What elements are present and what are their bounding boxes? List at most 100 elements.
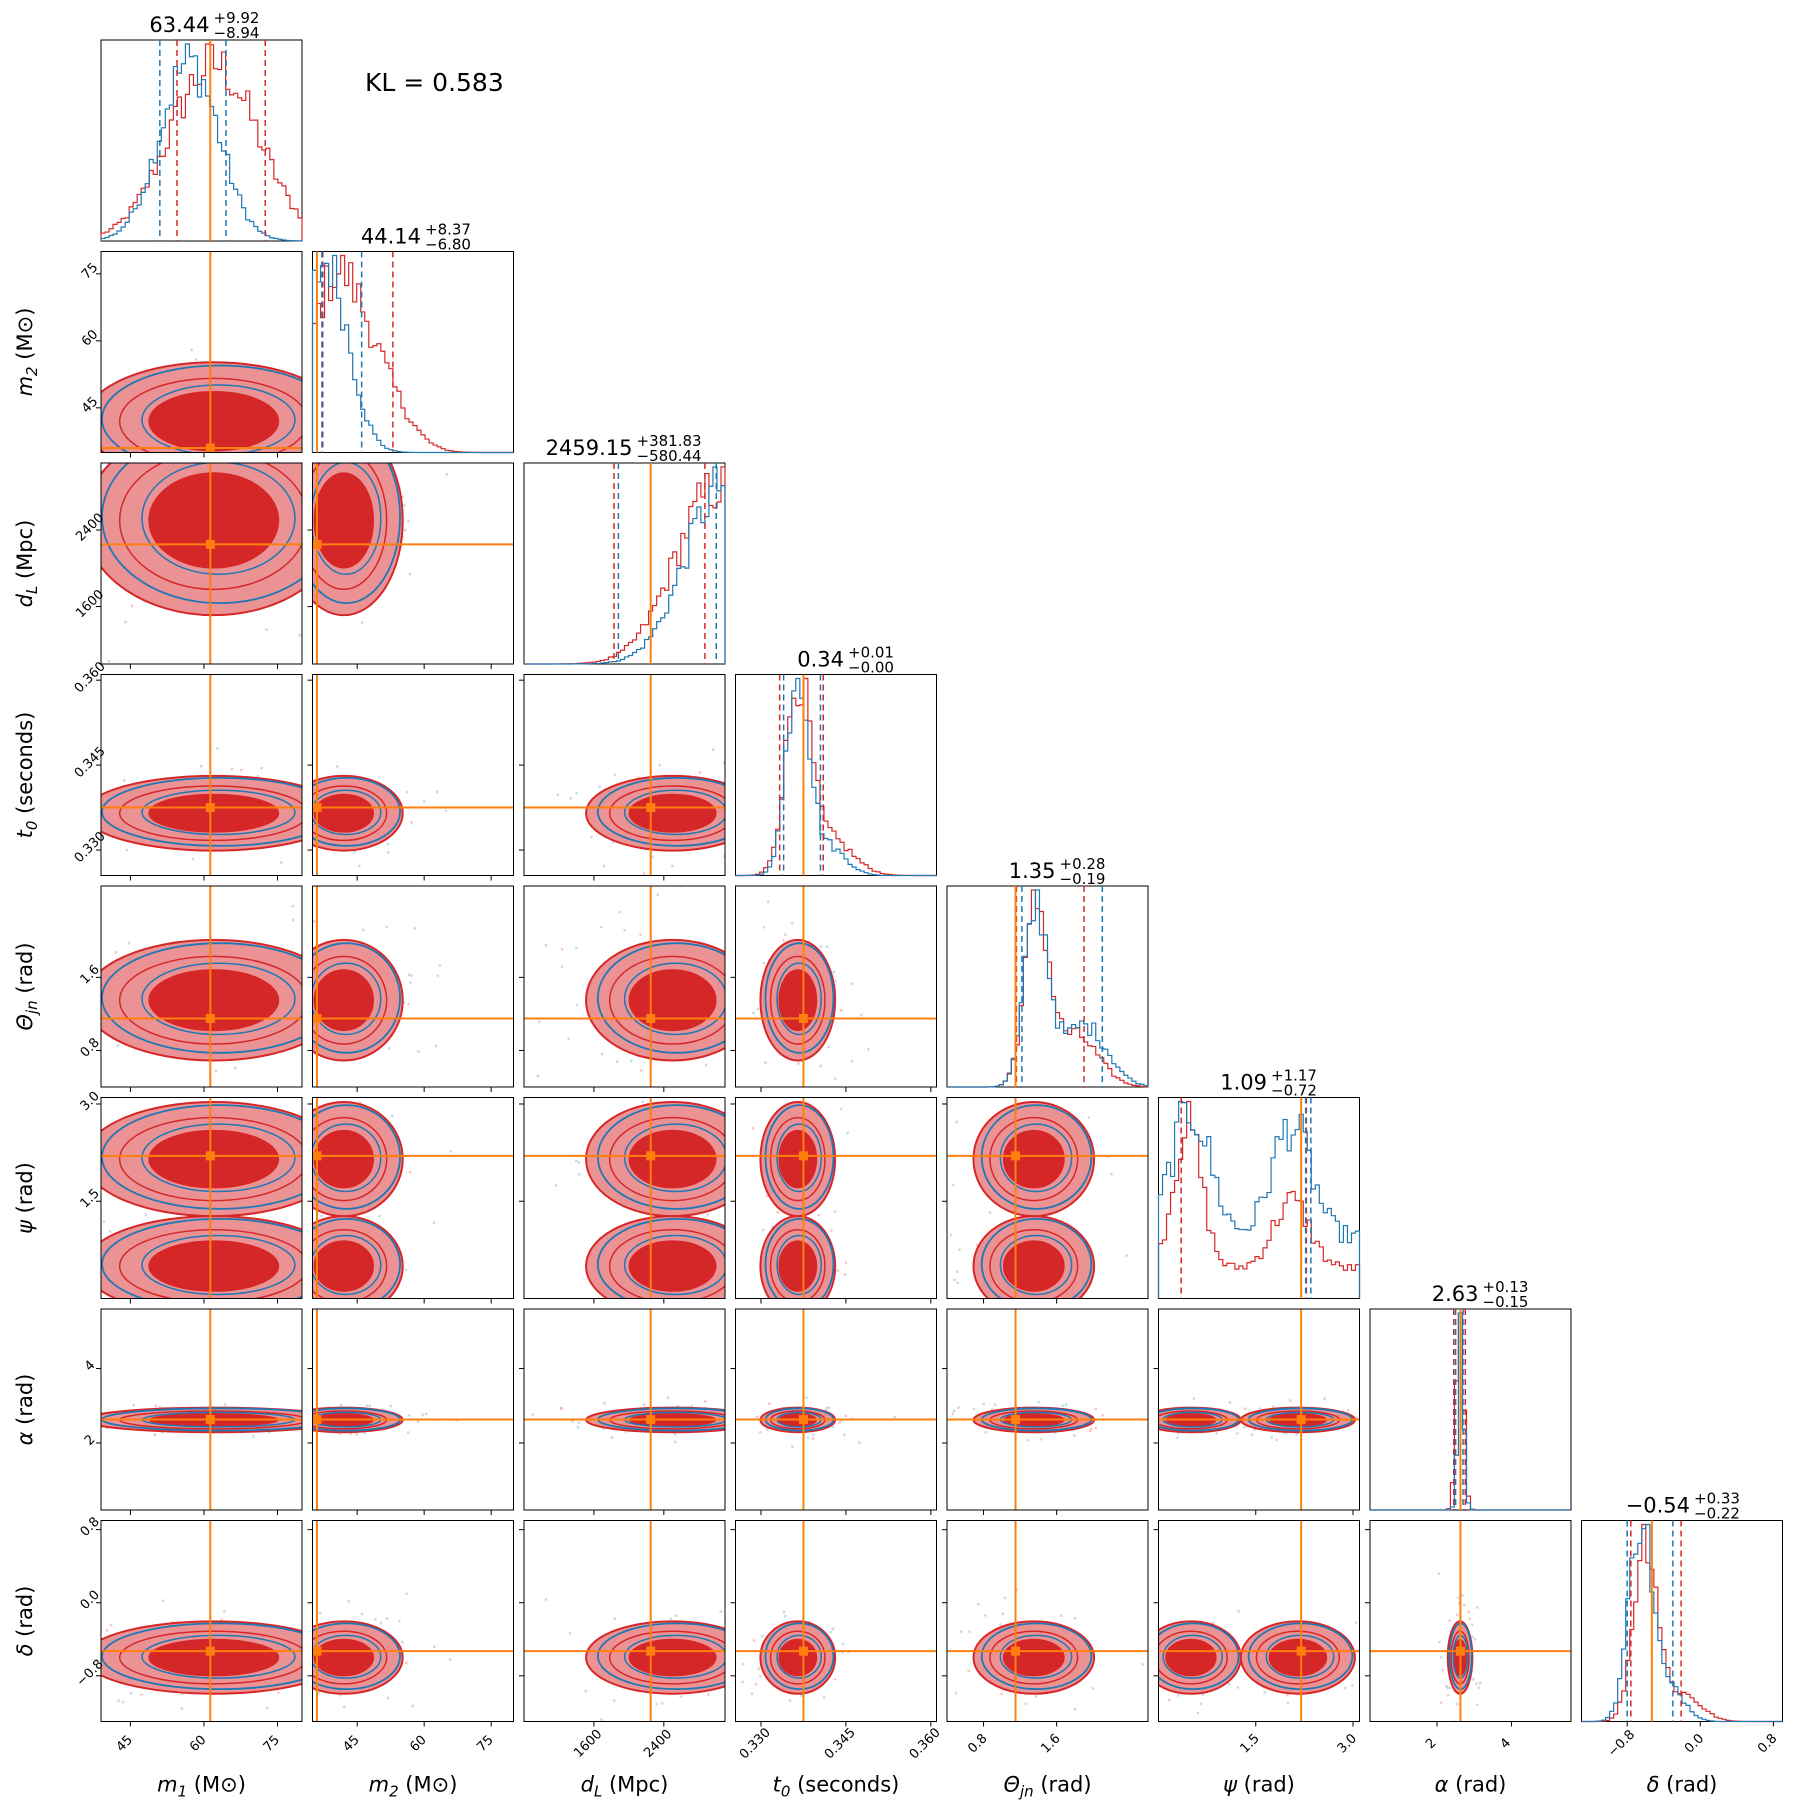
scatter-blue-point bbox=[409, 980, 412, 984]
x-tick-label: 3.0 bbox=[1335, 1731, 1360, 1756]
scatter-red-point bbox=[339, 1403, 343, 1407]
y-tick-label: 0.8 bbox=[78, 1035, 103, 1060]
scatter-blue-point bbox=[831, 1425, 835, 1429]
scatter-red-point bbox=[787, 1300, 790, 1303]
scatter-blue-point bbox=[74, 381, 77, 384]
truth-marker bbox=[1011, 1151, 1021, 1161]
scatter-red-point bbox=[764, 1061, 767, 1064]
truth-marker bbox=[205, 1013, 215, 1023]
scatter-blue-point bbox=[1072, 1434, 1076, 1437]
panel-frame bbox=[100, 674, 303, 876]
scatter-blue-point bbox=[846, 1131, 850, 1135]
scatter-red-point bbox=[1456, 1702, 1459, 1706]
contour-blue-inner bbox=[1265, 1634, 1335, 1679]
scatter-red-point bbox=[860, 1013, 863, 1017]
panel-thetajn-vs-m2 bbox=[307, 885, 514, 1092]
scatter-red-point bbox=[307, 1428, 310, 1431]
scatter-blue-point bbox=[1475, 1682, 1478, 1686]
y-axis-label: α (rad) bbox=[13, 1374, 37, 1446]
hist-title-value: 2459.15 bbox=[546, 436, 633, 460]
panel-delta-vs-m2 bbox=[307, 1520, 514, 1727]
scatter-blue-point bbox=[406, 1431, 410, 1434]
truth-marker bbox=[312, 539, 322, 549]
contour-red-inner bbox=[148, 472, 280, 569]
x-tick-label: 60 bbox=[187, 1733, 209, 1755]
scatter-blue-point bbox=[673, 1433, 677, 1436]
scatter-blue-point bbox=[50, 1666, 53, 1669]
contour-blue-outer bbox=[101, 1217, 302, 1299]
scatter-blue-point bbox=[784, 933, 787, 937]
scatter-blue-point bbox=[421, 1413, 425, 1417]
scatter-blue-point bbox=[1471, 1677, 1475, 1681]
scatter-red-point bbox=[105, 1629, 109, 1632]
scatter-blue-point bbox=[347, 1599, 350, 1603]
hist-panel-m1: 63.44 +9.92−8.94 bbox=[100, 9, 303, 242]
contour-blue-inner bbox=[312, 1123, 382, 1193]
scatter-red-point bbox=[690, 1404, 694, 1408]
scatter-red-point bbox=[728, 983, 731, 986]
scatter-blue-point bbox=[74, 1688, 77, 1691]
contour-blue-inner bbox=[141, 1123, 296, 1193]
hist-panel-t0: 0.34 +0.01−0.00 bbox=[734, 644, 938, 877]
scatter-red-point bbox=[656, 893, 660, 897]
scatter-red-point bbox=[303, 1209, 306, 1212]
scatter-blue-point bbox=[386, 842, 390, 846]
scatter-blue-point bbox=[568, 1631, 572, 1635]
scatter-blue-point bbox=[1236, 1685, 1240, 1689]
contour-blue-outer bbox=[980, 1622, 1093, 1691]
scatter-blue-point bbox=[730, 772, 733, 775]
scatter-red-point bbox=[560, 1407, 564, 1410]
scatter-blue-point bbox=[1263, 1690, 1267, 1694]
scatter-red-point bbox=[245, 459, 248, 462]
scatter-blue-point bbox=[758, 1675, 762, 1678]
scatter-red-point bbox=[790, 1445, 794, 1448]
truth-marker bbox=[205, 1646, 215, 1656]
scatter-blue-point bbox=[377, 1214, 381, 1218]
scatter-red-point bbox=[287, 454, 290, 457]
x-axis-label: α (rad) bbox=[1435, 1773, 1507, 1797]
contour-red-inner bbox=[628, 1129, 717, 1189]
contour-blue-inner bbox=[141, 962, 296, 1036]
scatter-blue-point bbox=[1026, 1438, 1030, 1442]
panel-psi-vs-t0 bbox=[730, 1097, 937, 1304]
contour-red-inner bbox=[148, 1240, 280, 1292]
truth-marker bbox=[646, 1415, 656, 1425]
contour-blue-inner bbox=[623, 1123, 725, 1193]
scatter-red-point bbox=[1462, 1603, 1466, 1607]
scatter-red-point bbox=[571, 1420, 574, 1423]
scatter-red-point bbox=[976, 1602, 980, 1606]
scatter-red-point bbox=[161, 1599, 165, 1603]
scatter-blue-point bbox=[250, 456, 253, 459]
y-tick-label: 1.5 bbox=[78, 1186, 103, 1211]
panel-content bbox=[947, 1520, 1148, 1722]
scatter-red-point bbox=[951, 1412, 955, 1416]
contour-blue-inner bbox=[1162, 1634, 1223, 1679]
scatter-blue-point bbox=[575, 791, 578, 795]
scatter-blue-point bbox=[669, 1617, 673, 1621]
scatter-red-point bbox=[843, 1273, 847, 1276]
scatter-blue-point bbox=[102, 1220, 106, 1223]
scatter-red-point bbox=[1088, 1429, 1092, 1433]
panel-frame bbox=[312, 1520, 514, 1722]
scatter-red-point bbox=[1354, 1415, 1358, 1419]
truth-marker bbox=[312, 1013, 322, 1023]
y-tick-label: 45 bbox=[79, 394, 101, 416]
panel-frame bbox=[523, 1308, 726, 1511]
scatter-red-point bbox=[726, 1407, 729, 1410]
panel-content bbox=[50, 1520, 302, 1722]
hist-title-value: 44.14 bbox=[361, 225, 421, 249]
scatter-blue-point bbox=[949, 1233, 953, 1237]
truth-marker bbox=[798, 1415, 808, 1425]
contour-blue-inner bbox=[999, 1234, 1073, 1296]
scatter-red-point bbox=[153, 1433, 157, 1436]
scatter-red-point bbox=[751, 1126, 755, 1130]
y-tick-label: 3.0 bbox=[78, 1089, 103, 1114]
scatter-red-point bbox=[811, 1437, 815, 1441]
panel-frame bbox=[1158, 1308, 1360, 1511]
scatter-red-point bbox=[788, 1699, 792, 1702]
scatter-red-point bbox=[782, 938, 785, 942]
scatter-red-point bbox=[808, 1300, 811, 1303]
scatter-blue-point bbox=[829, 1630, 833, 1634]
scatter-red-point bbox=[600, 1718, 603, 1722]
scatter-blue-point bbox=[318, 1611, 322, 1615]
